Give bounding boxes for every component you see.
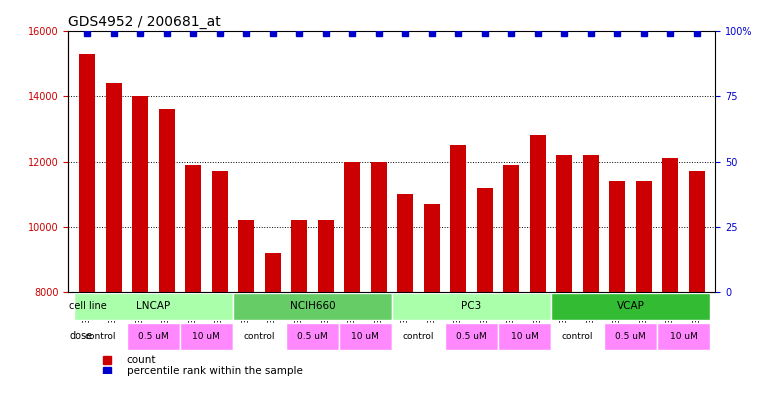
Text: dose: dose: [69, 331, 92, 341]
Bar: [371, 162, 387, 393]
Bar: [291, 220, 307, 393]
Bar: [158, 110, 174, 393]
Text: 10 uM: 10 uM: [670, 332, 698, 341]
FancyBboxPatch shape: [551, 293, 710, 320]
Bar: [583, 155, 599, 393]
Bar: [238, 220, 254, 393]
FancyBboxPatch shape: [657, 323, 710, 349]
Text: 10 uM: 10 uM: [193, 332, 220, 341]
Bar: [106, 83, 122, 393]
FancyBboxPatch shape: [74, 293, 233, 320]
Text: percentile rank within the sample: percentile rank within the sample: [126, 366, 303, 376]
Bar: [610, 181, 626, 393]
FancyBboxPatch shape: [604, 323, 657, 349]
Bar: [476, 187, 492, 393]
Bar: [317, 220, 333, 393]
Text: control: control: [244, 332, 275, 341]
Text: 0.5 uM: 0.5 uM: [456, 332, 487, 341]
Bar: [397, 194, 413, 393]
Bar: [451, 145, 466, 393]
Text: cell line: cell line: [69, 301, 107, 312]
FancyBboxPatch shape: [392, 293, 551, 320]
Text: count: count: [126, 355, 156, 365]
FancyBboxPatch shape: [233, 293, 392, 320]
Text: NCIH660: NCIH660: [290, 301, 335, 312]
Bar: [424, 204, 440, 393]
Text: 0.5 uM: 0.5 uM: [138, 332, 169, 341]
Text: control: control: [84, 332, 116, 341]
FancyBboxPatch shape: [498, 323, 551, 349]
FancyBboxPatch shape: [180, 323, 233, 349]
FancyBboxPatch shape: [551, 323, 604, 349]
Text: 0.5 uM: 0.5 uM: [297, 332, 328, 341]
Text: LNCAP: LNCAP: [136, 301, 170, 312]
Bar: [556, 155, 572, 393]
Text: PC3: PC3: [461, 301, 482, 312]
Bar: [635, 181, 651, 393]
FancyBboxPatch shape: [74, 323, 127, 349]
Bar: [503, 165, 519, 393]
Text: VCAP: VCAP: [616, 301, 645, 312]
Text: control: control: [562, 332, 594, 341]
Bar: [689, 171, 705, 393]
FancyBboxPatch shape: [127, 323, 180, 349]
FancyBboxPatch shape: [445, 323, 498, 349]
FancyBboxPatch shape: [286, 323, 339, 349]
Text: 10 uM: 10 uM: [511, 332, 538, 341]
Bar: [344, 162, 360, 393]
Bar: [132, 96, 148, 393]
Bar: [662, 158, 678, 393]
FancyBboxPatch shape: [392, 323, 445, 349]
FancyBboxPatch shape: [339, 323, 392, 349]
FancyBboxPatch shape: [233, 323, 286, 349]
Bar: [530, 136, 546, 393]
Text: GDS4952 / 200681_at: GDS4952 / 200681_at: [68, 15, 221, 29]
Bar: [185, 165, 201, 393]
Bar: [212, 171, 228, 393]
Text: 0.5 uM: 0.5 uM: [615, 332, 646, 341]
Text: 10 uM: 10 uM: [352, 332, 379, 341]
Bar: [79, 54, 95, 393]
Bar: [265, 253, 281, 393]
Text: control: control: [403, 332, 435, 341]
